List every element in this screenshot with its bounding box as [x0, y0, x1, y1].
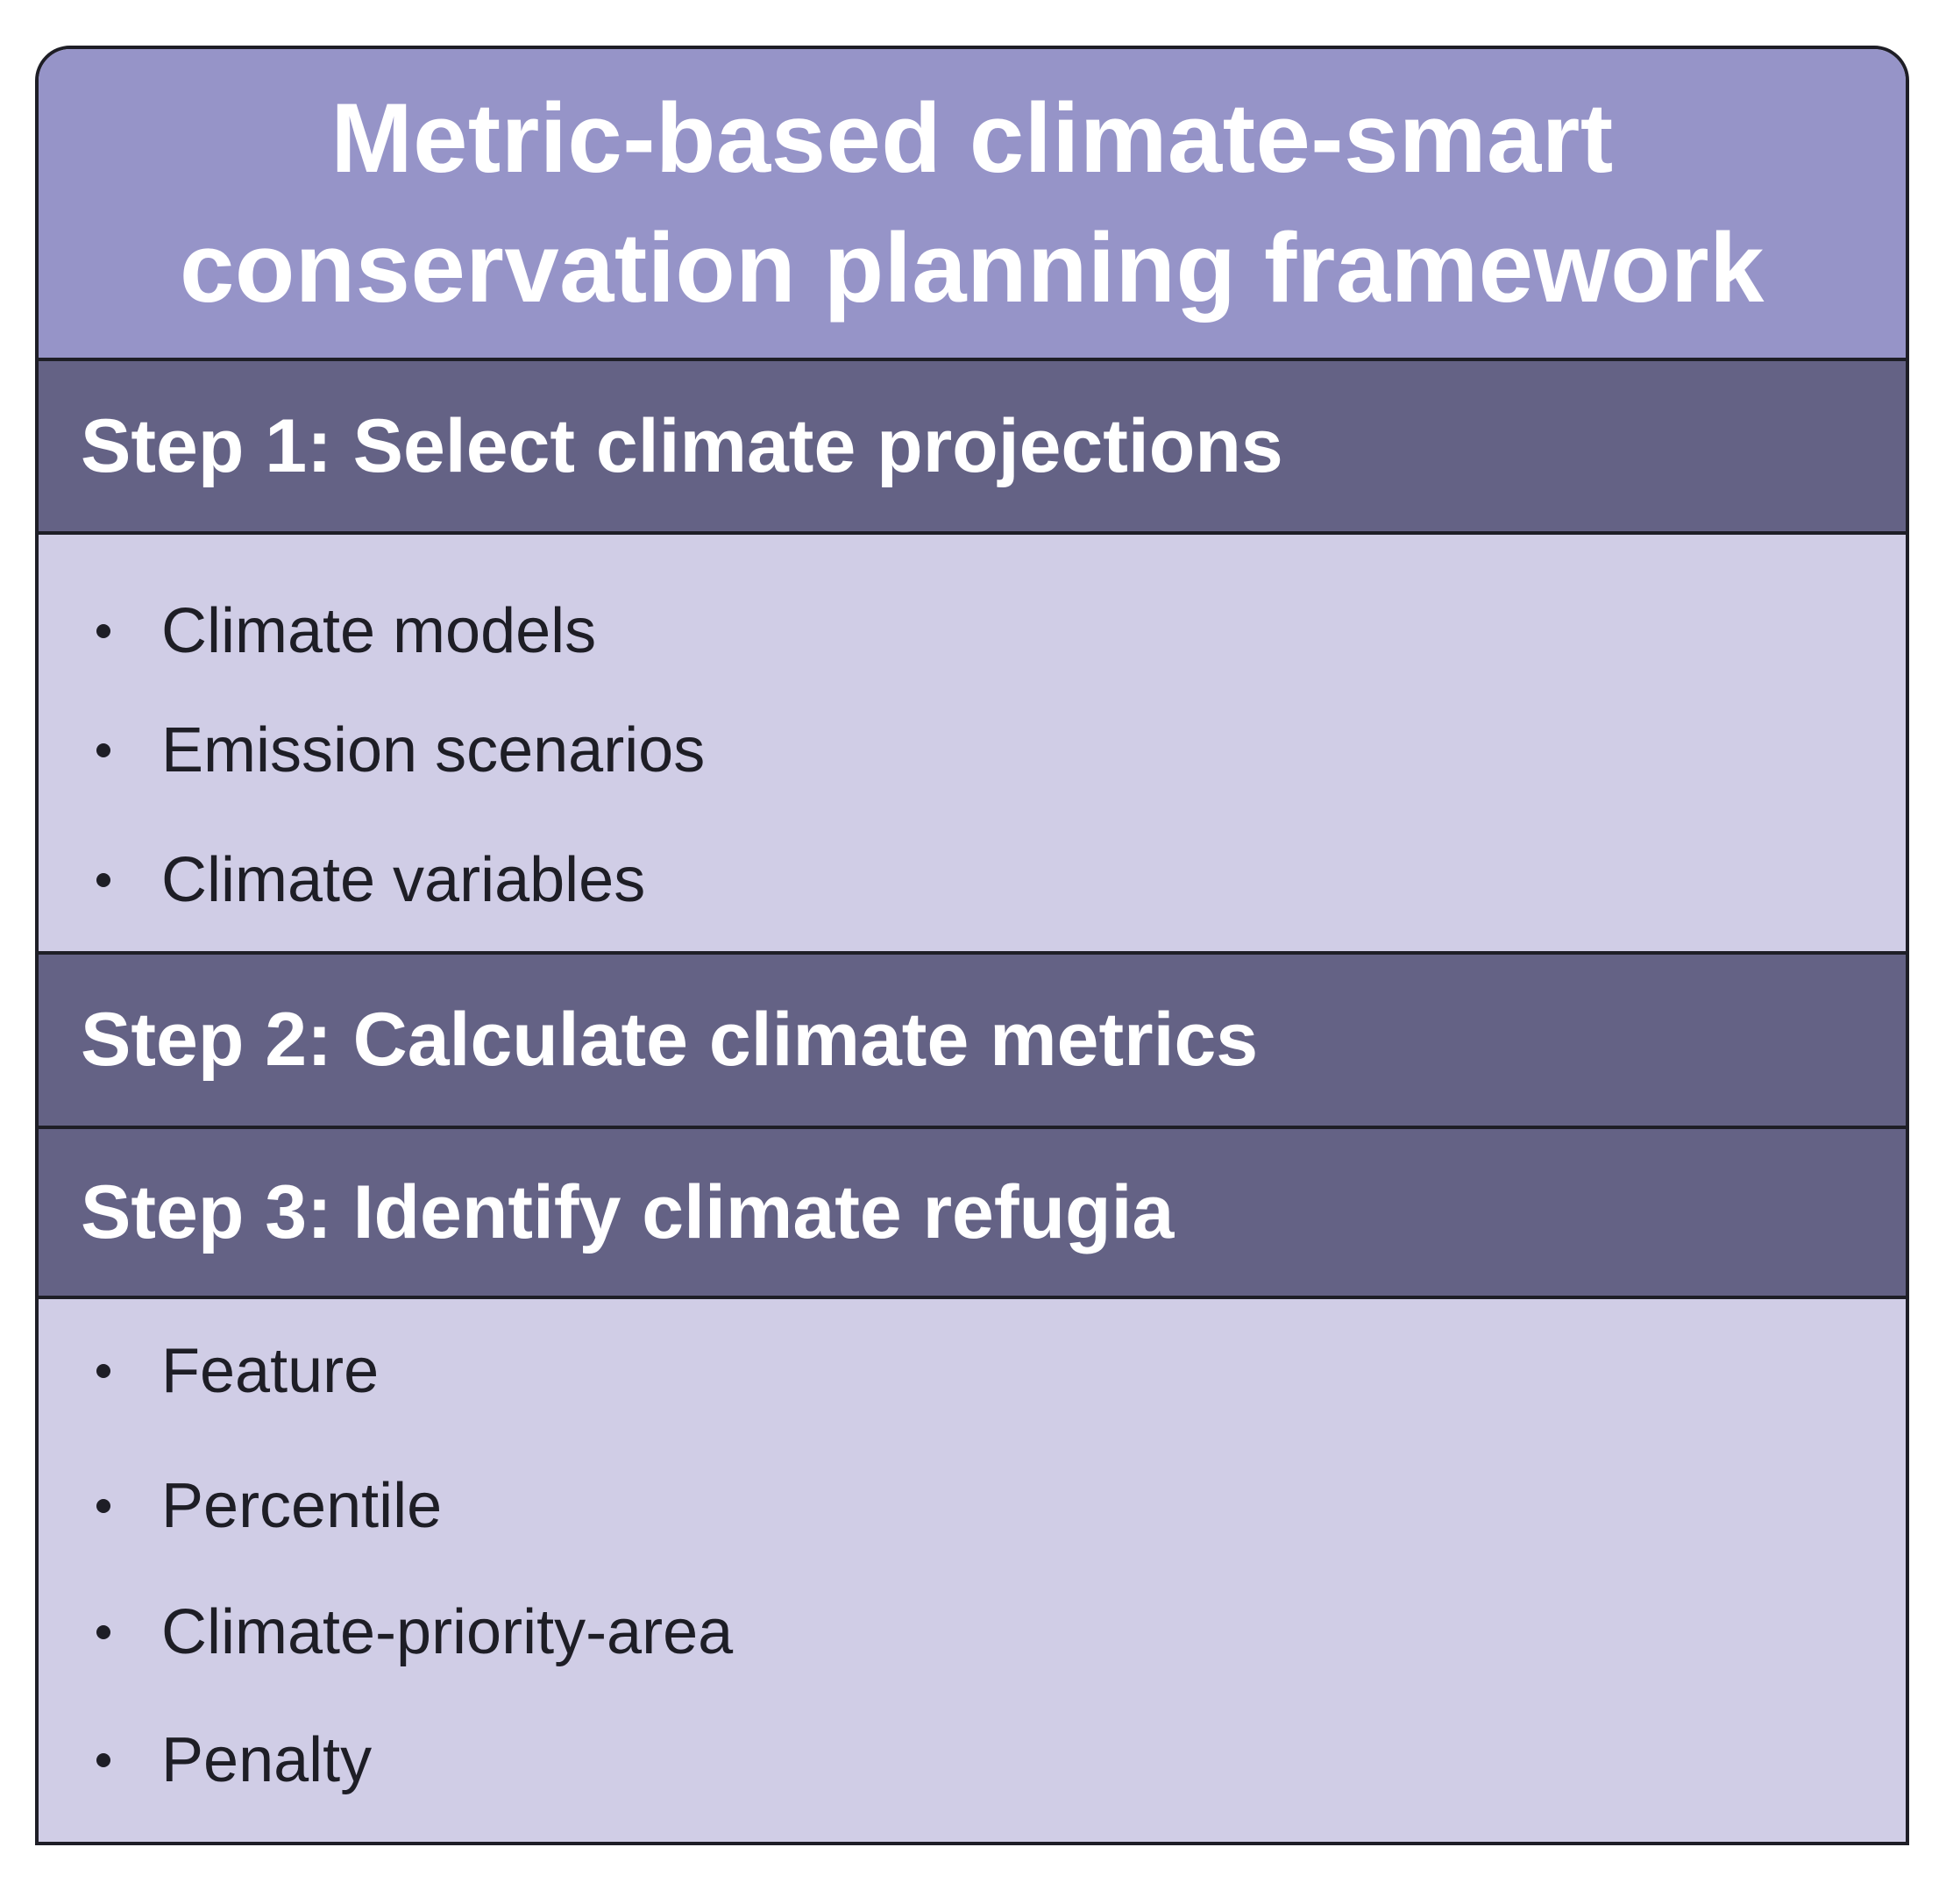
list-item-text: Climate-priority-area [161, 1597, 734, 1667]
list-item: Climate-priority-area [39, 1588, 733, 1676]
bullet-icon [96, 1364, 110, 1378]
list-item-text: Penalty [161, 1725, 373, 1795]
list-item-text: Feature [161, 1336, 380, 1406]
step-1-header: Step 1: Select climate projections [39, 361, 1906, 535]
title-block: Metric-based climate-smart conservation … [39, 49, 1906, 361]
bullet-icon [96, 1753, 110, 1767]
list-item: Climate models [39, 587, 596, 675]
list-item: Climate variables [39, 836, 645, 924]
list-item: Emission scenarios [39, 707, 705, 794]
bullet-icon [96, 743, 110, 757]
list-item: Percentile [39, 1462, 442, 1550]
bullet-icon [96, 624, 110, 638]
bullet-icon [96, 873, 110, 887]
framework-title: Metric-based climate-smart conservation … [180, 74, 1765, 333]
list-item-text: Percentile [161, 1471, 443, 1541]
title-line-2: conservation planning framework [180, 213, 1765, 323]
list-item-text: Climate models [161, 596, 597, 666]
list-item-text: Emission scenarios [161, 715, 706, 785]
step-3-body: Feature Percentile Climate-priority-area… [39, 1299, 1906, 1842]
step-1-body: Climate models Emission scenarios Climat… [39, 535, 1906, 955]
list-item: Feature [39, 1327, 379, 1415]
step-3-header: Step 3: Identify climate refugia [39, 1129, 1906, 1299]
framework-panel: Metric-based climate-smart conservation … [35, 46, 1909, 1845]
bullet-icon [96, 1499, 110, 1513]
step-2-header: Step 2: Calculate climate metrics [39, 955, 1906, 1129]
list-item: Penalty [39, 1716, 372, 1804]
step-2-label: Step 2: Calculate climate metrics [81, 998, 1259, 1082]
step-1-label: Step 1: Select climate projections [81, 403, 1283, 488]
title-line-1: Metric-based climate-smart [330, 83, 1614, 193]
step-3-label: Step 3: Identify climate refugia [81, 1169, 1175, 1254]
bullet-icon [96, 1625, 110, 1639]
list-item-text: Climate variables [161, 845, 646, 915]
